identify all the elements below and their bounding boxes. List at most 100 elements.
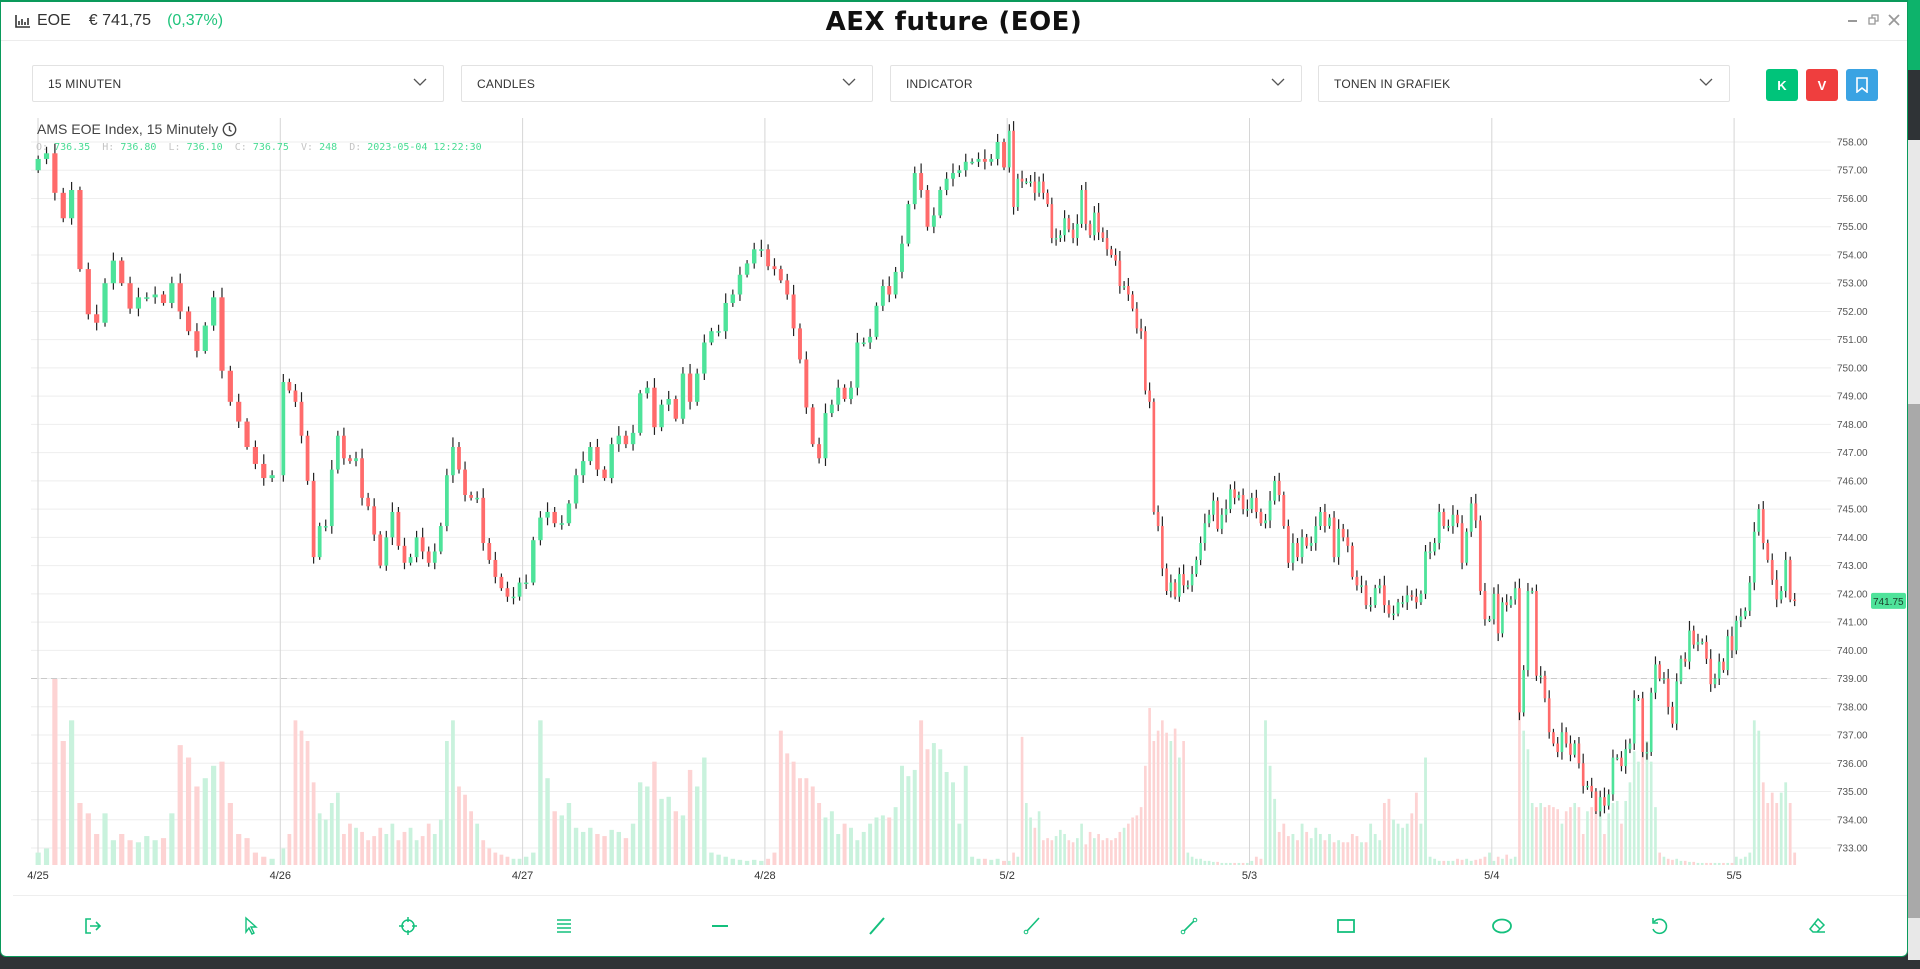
candle-body [716, 331, 721, 333]
chart-type-select[interactable]: CANDLES [461, 65, 873, 102]
last-price-tag [1871, 592, 1906, 609]
minimize-icon[interactable] [1846, 13, 1860, 27]
volume-bar [517, 858, 522, 865]
volume-bar [1076, 838, 1079, 865]
volume-bar [1632, 751, 1636, 865]
cursor-button[interactable] [238, 913, 264, 939]
candle-body [360, 458, 364, 498]
volume-bar [1645, 741, 1649, 865]
volume-bar [1282, 823, 1286, 865]
horizontal-line-button[interactable] [707, 913, 733, 939]
volume-bar [1442, 860, 1446, 865]
candle-body [1229, 489, 1232, 510]
candle-body [1309, 543, 1313, 546]
candle-body [1414, 596, 1418, 603]
volume-bar [1784, 782, 1788, 865]
candle-body [1522, 670, 1525, 713]
volume-bar [716, 854, 721, 865]
candle-body [957, 170, 962, 174]
sell-button[interactable]: V [1806, 69, 1838, 101]
buy-button[interactable]: K [1766, 69, 1798, 101]
trend-line-button[interactable] [864, 913, 890, 939]
volume-bar [652, 761, 657, 865]
undo-button[interactable] [1646, 913, 1672, 939]
rectangle-button[interactable] [1333, 913, 1359, 939]
eraser-button[interactable] [1804, 913, 1830, 939]
y-tick-label: 749.00 [1837, 392, 1868, 403]
candle-body [1110, 249, 1113, 255]
candle-body [752, 249, 757, 264]
volume-bar [1195, 858, 1198, 865]
candle-body [1286, 526, 1290, 563]
volume-bar [1428, 856, 1432, 865]
volume-bar [1658, 852, 1662, 865]
volume-bar [1649, 761, 1653, 865]
y-tick-label: 756.00 [1837, 194, 1868, 205]
candle-body [1405, 595, 1409, 603]
open-label: O: [36, 142, 49, 153]
volume-bar [785, 753, 790, 865]
candle-body [177, 283, 183, 312]
volume-bar [531, 852, 536, 865]
volume-bar [1314, 827, 1318, 865]
candle-body [730, 294, 736, 303]
symbol-code: EOE [37, 12, 71, 29]
volume-bar [1775, 803, 1779, 865]
ray-button[interactable] [1019, 913, 1045, 939]
candle-body [1433, 543, 1437, 552]
candle-body [1564, 732, 1568, 744]
show-in-chart-select[interactable]: TONEN IN GRAFIEK [1318, 65, 1730, 102]
segment-button[interactable] [1176, 913, 1202, 939]
candle-body [829, 404, 834, 414]
candle-body [52, 153, 58, 193]
volume-bar [1097, 834, 1100, 865]
y-tick-label: 735.00 [1837, 787, 1868, 798]
candle-body [1059, 235, 1062, 239]
volume-bar [1268, 765, 1272, 865]
candle-body [1513, 588, 1517, 600]
y-tick-label: 740.00 [1837, 646, 1868, 657]
crosshair-button[interactable] [395, 913, 421, 939]
scrollbar[interactable] [1908, 140, 1920, 960]
candle-body [1355, 576, 1359, 586]
volume-bar [1050, 840, 1054, 865]
price-chart[interactable]: 758.00 757.00 756.00 755.00 754.00 753.00 752.… [1, 2, 1907, 892]
volume-bar [602, 836, 607, 865]
scrollbar-thumb[interactable] [1908, 404, 1920, 918]
volume-bar [595, 834, 600, 865]
volume-bar [1688, 861, 1691, 865]
candle-body [1645, 751, 1649, 754]
volume-bar [1059, 829, 1062, 865]
bookmark-button[interactable] [1846, 69, 1878, 101]
candle-body [1382, 585, 1386, 606]
candle-body [1050, 204, 1054, 239]
volume-bar [912, 769, 917, 865]
candle-body [1752, 531, 1756, 583]
candle-body [797, 328, 802, 360]
volume-bar [963, 765, 968, 865]
candle-body [1726, 636, 1730, 671]
volume-bar [1726, 862, 1730, 865]
indicator-select[interactable]: INDICATOR [890, 65, 1302, 102]
volume-bar [211, 765, 217, 865]
interval-select[interactable]: 15 MINUTEN [32, 65, 444, 102]
candle-body [588, 446, 593, 462]
candle-body [1360, 585, 1363, 587]
candle-body [1654, 664, 1657, 693]
volume-bar [759, 860, 764, 865]
close-icon[interactable] [1887, 13, 1901, 27]
volume-bar [797, 778, 802, 865]
ohlc-readout: O: 736.35 H: 736.80 L: 736.10 C: 736.75 … [36, 142, 482, 153]
lines-button[interactable] [551, 913, 577, 939]
restore-icon[interactable] [1867, 13, 1881, 27]
exit-button[interactable] [80, 913, 106, 939]
volume-bar [861, 831, 866, 865]
candle-body [1165, 568, 1168, 592]
ellipse-button[interactable] [1489, 913, 1515, 939]
volume-bar [1212, 861, 1215, 865]
high-value: 736.80 [120, 142, 157, 153]
volume-bar [1478, 858, 1482, 865]
volume-bar [1641, 730, 1645, 865]
volume-bar [469, 811, 473, 865]
candle-body [1688, 630, 1691, 662]
